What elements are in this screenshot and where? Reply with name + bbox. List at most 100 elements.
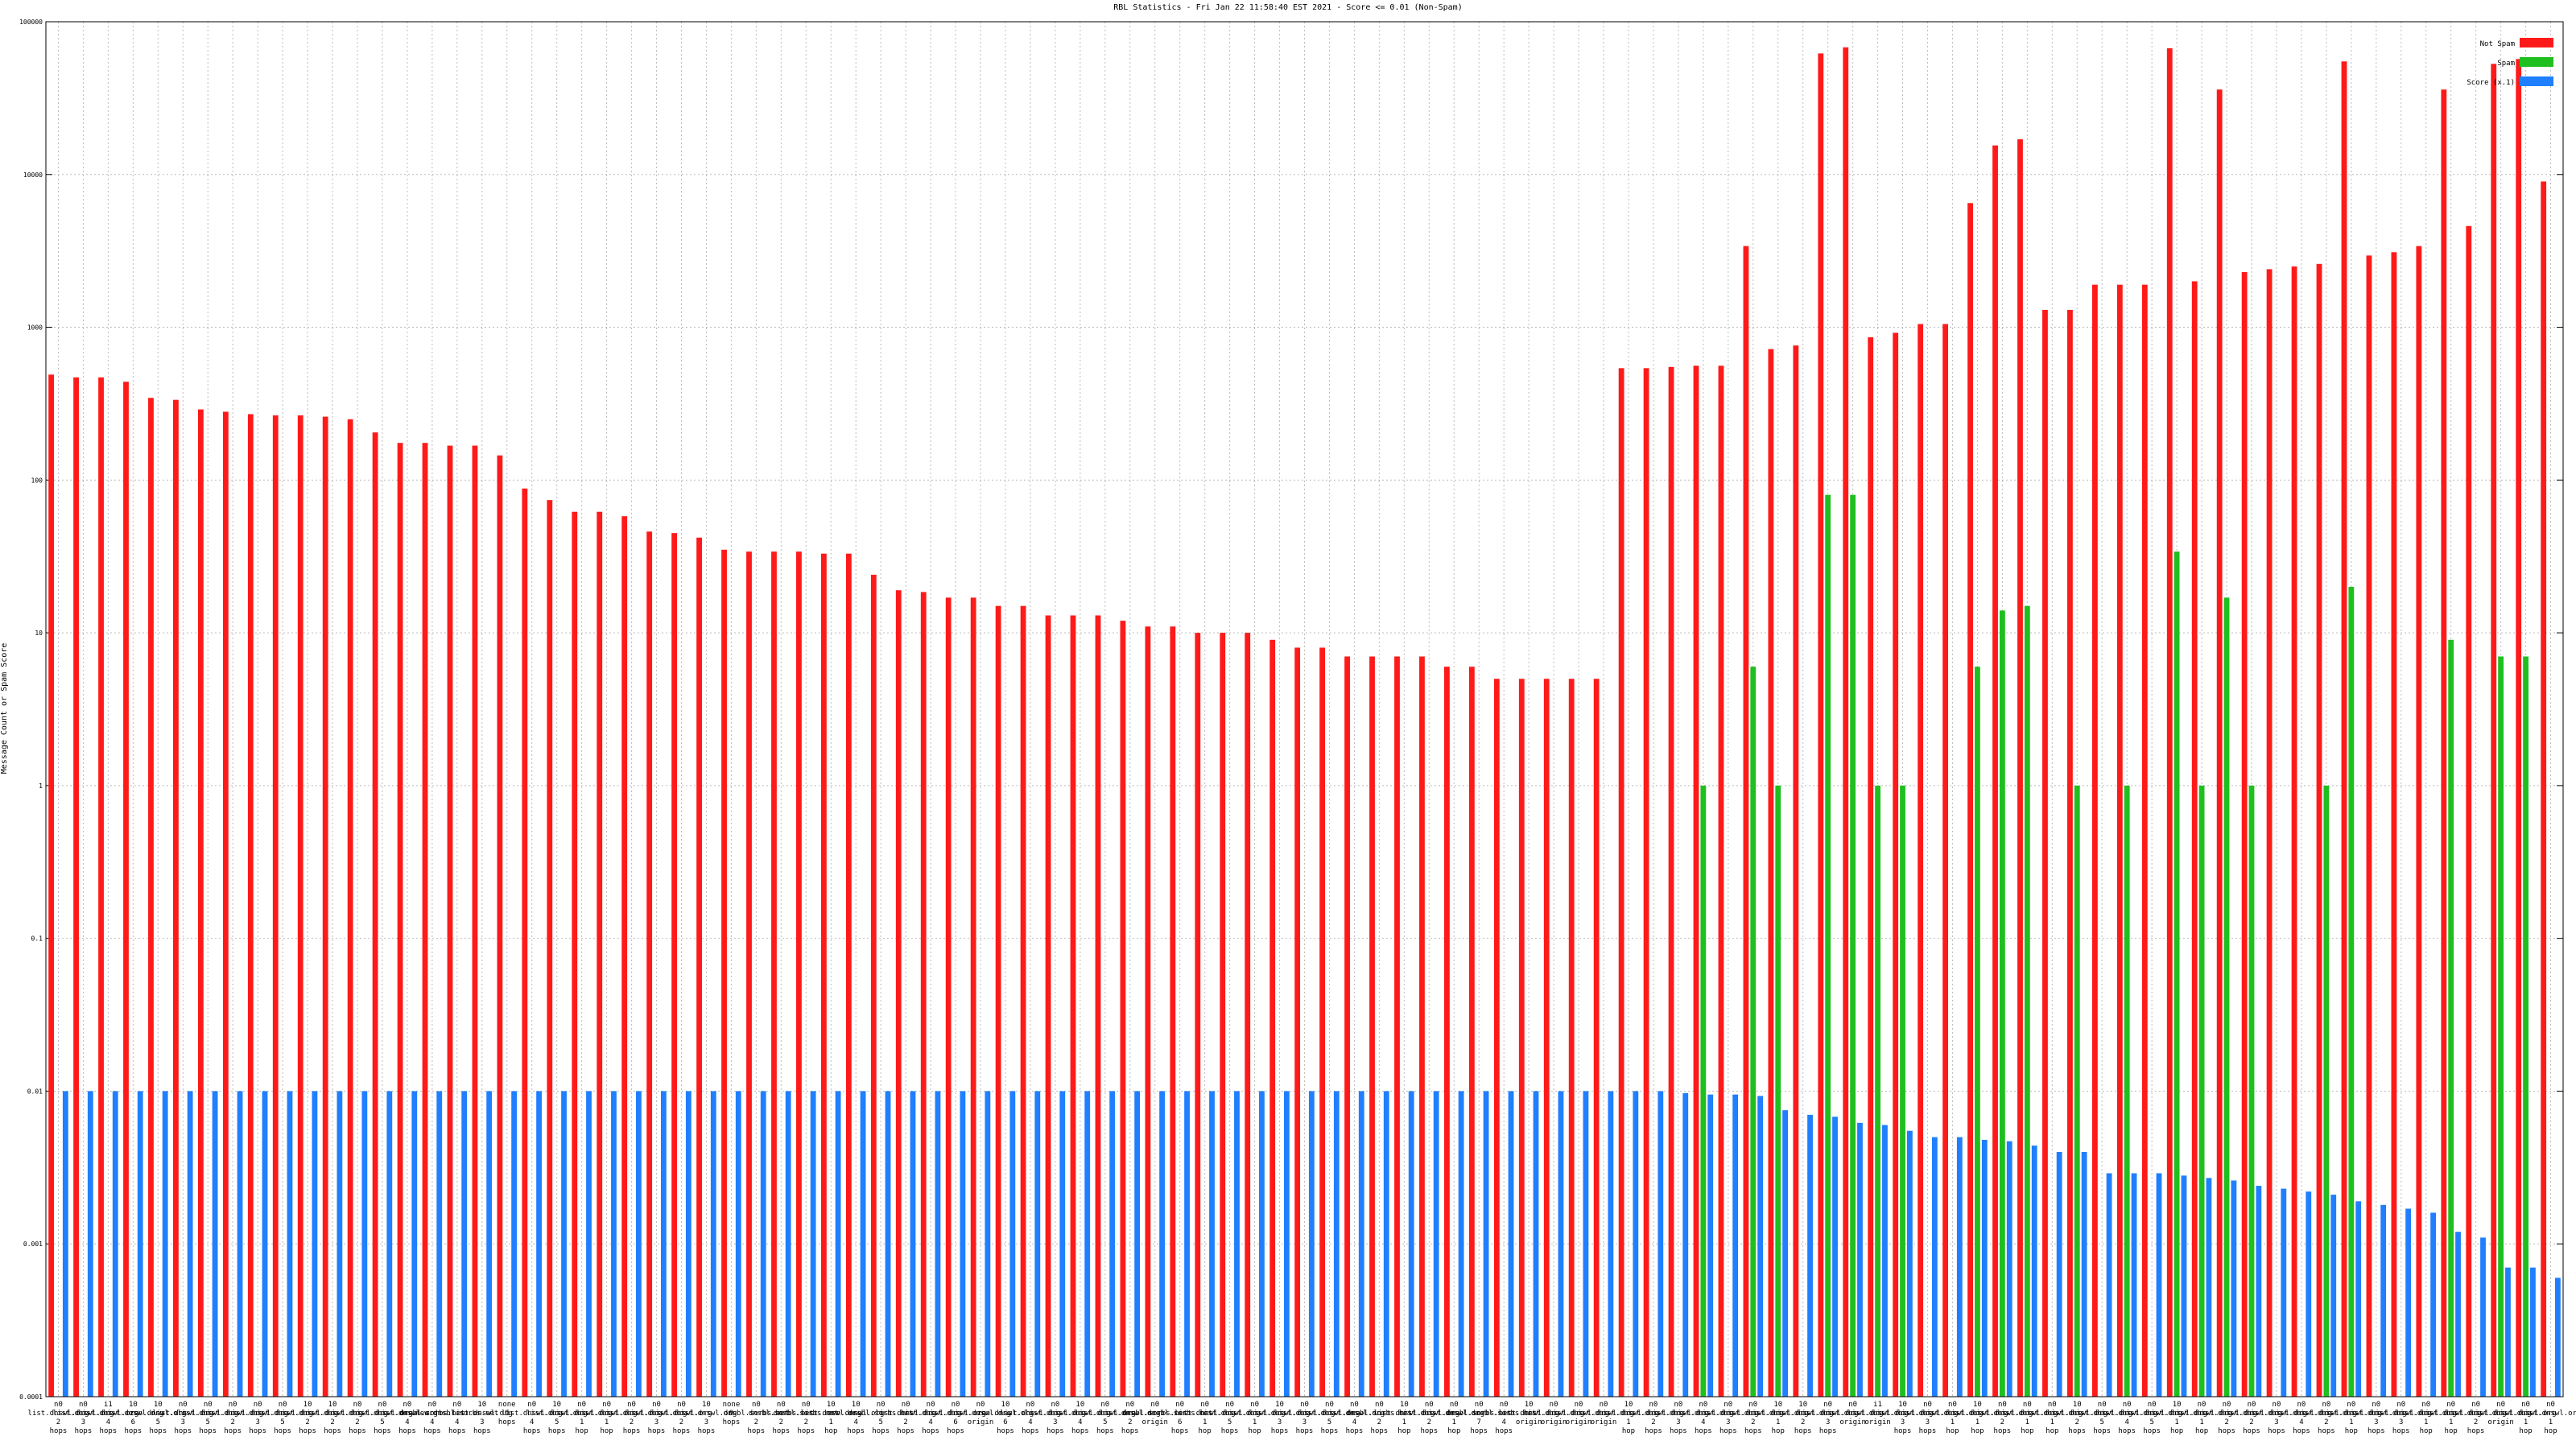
bar xyxy=(1308,1091,1315,1397)
x-tick-label: 10 list.dnswl.org 3 hops xyxy=(1249,1401,1311,1435)
bar xyxy=(222,411,229,1397)
x-tick-label: n0 list.dnswl.org 3 hops xyxy=(2371,1401,2432,1435)
bar xyxy=(2281,1188,2287,1397)
bar xyxy=(1433,1091,1439,1397)
bar xyxy=(272,415,279,1397)
bar xyxy=(1707,1094,1714,1397)
x-tick-label: n0 dnsbl.sorbs.net 4 hops xyxy=(1472,1401,1537,1435)
x-tick-label: n0 list.dnswl.org 1 hop xyxy=(1922,1401,1984,1435)
legend-swatch xyxy=(2520,76,2553,86)
bar xyxy=(187,1091,193,1397)
x-tick-label: n0 list.dnswl.org 1 hop xyxy=(1224,1401,1286,1435)
bar xyxy=(1775,785,1781,1397)
y-tick-label: 100 xyxy=(31,477,43,484)
x-tick-label: n0 new.dnsbl.sorbs.net 4 hops xyxy=(415,1401,498,1435)
bar xyxy=(1857,1122,1863,1397)
bar xyxy=(1493,679,1500,1397)
x-tick-label: n0 list.dnswl.org 1 hop xyxy=(2321,1401,2382,1435)
bar xyxy=(1807,1114,1813,1397)
bar xyxy=(2091,284,2098,1397)
bar xyxy=(1543,679,1550,1397)
bar xyxy=(1159,1091,1165,1397)
bar xyxy=(1850,494,1856,1397)
bar xyxy=(2541,181,2547,1397)
bar xyxy=(985,1091,991,1397)
bar xyxy=(870,574,877,1397)
bar xyxy=(935,1091,941,1397)
x-tick-label: n0 dnsbl.sorbs.net origin xyxy=(1122,1401,1187,1426)
x-tick-label: i1 list.dnswl.org origin xyxy=(1847,1401,1909,1426)
bar xyxy=(2306,1191,2312,1397)
bar xyxy=(1533,1091,1539,1397)
bar xyxy=(522,488,528,1397)
bar xyxy=(2056,1151,2062,1397)
x-tick-label: n0 dnsbl.sorbs.net 2 hops xyxy=(749,1401,814,1435)
bar xyxy=(1768,349,1774,1397)
bar xyxy=(1992,145,1998,1397)
bar xyxy=(2067,309,2073,1397)
bar xyxy=(835,1091,841,1397)
bar xyxy=(2006,1141,2013,1397)
bar xyxy=(1718,365,1724,1397)
bar xyxy=(2380,1204,2387,1397)
x-tick-label: none 9 hops xyxy=(498,1401,516,1426)
x-tick-label: n0 list.dnswl.org 5 hops xyxy=(1075,1401,1136,1435)
bar xyxy=(1918,324,1924,1397)
bar xyxy=(2480,1237,2486,1397)
bar xyxy=(1967,203,1973,1397)
x-tick-label: n0 dnsbl.sorbs.net 2 hops xyxy=(1347,1401,1412,1435)
bar xyxy=(1832,1117,1838,1397)
x-tick-label: n0 list.dnswl.org 4 hops xyxy=(1323,1401,1385,1435)
bar xyxy=(1568,679,1575,1397)
x-tick-label: n0 list.dnswl.org 3 hops xyxy=(2246,1401,2307,1435)
bar xyxy=(137,1091,143,1397)
bar xyxy=(1084,1091,1091,1397)
bar xyxy=(2166,48,2173,1397)
bar xyxy=(447,445,453,1397)
bar xyxy=(297,415,303,1397)
x-tick-label: n0 list.dnswl.org 2 hops xyxy=(2221,1401,2282,1435)
x-tick-label: 10 list.dnswl.org 3 hops xyxy=(676,1401,737,1435)
x-tick-label: 10 list.dnswl.org 1 hop xyxy=(2146,1401,2207,1435)
bar xyxy=(2505,1267,2511,1397)
bar xyxy=(422,443,428,1397)
bar xyxy=(1059,1091,1066,1397)
x-tick-label: n0 list.dnswl.org 3 hops xyxy=(626,1401,687,1435)
bar xyxy=(1483,1091,1489,1397)
x-tick-label: n0 list.dnswl.org 3 hops xyxy=(1897,1401,1959,1435)
x-tick-label: n0 list.dnswl.org 1 hop xyxy=(2171,1401,2232,1435)
x-tick-label: n0 list.dnswl.org 2 hops xyxy=(327,1401,388,1435)
bar xyxy=(721,549,727,1397)
bar xyxy=(2330,1195,2337,1397)
bar xyxy=(660,1091,667,1397)
bar xyxy=(1070,615,1076,1397)
bar xyxy=(2206,1178,2212,1397)
bar xyxy=(2348,586,2355,1397)
bar xyxy=(1700,785,1707,1397)
bar xyxy=(735,1091,741,1397)
bar xyxy=(2081,1151,2087,1397)
bar xyxy=(2291,266,2297,1397)
bar xyxy=(1732,1094,1739,1397)
bar xyxy=(1034,1091,1041,1397)
bar xyxy=(2106,1173,2112,1397)
bar xyxy=(73,377,79,1397)
bar xyxy=(2198,785,2205,1397)
x-tick-label: n0 list.dnswl.org 4 hops xyxy=(377,1401,438,1435)
bar xyxy=(771,551,777,1397)
bar xyxy=(1045,615,1051,1397)
x-tick-label: n0 list.dnswl.org 4 hops xyxy=(2271,1401,2332,1435)
x-tick-label: 10 zen.dnswl.org 5 hops xyxy=(130,1401,186,1435)
x-tick-label: n0 list.dnswl.org 1 hop xyxy=(2496,1401,2557,1435)
bar xyxy=(2355,1201,2362,1397)
x-tick-label: n0 list.dnswl.org 2 hops xyxy=(1398,1401,1459,1435)
x-tick-label: 10 list.dnswl.org 1 hop xyxy=(1598,1401,1659,1435)
bar xyxy=(1120,621,1126,1397)
bar xyxy=(2523,656,2529,1397)
x-tick-label: 10 list.dnswl.org 1 hop xyxy=(800,1401,861,1435)
bar xyxy=(1245,633,1251,1397)
bar xyxy=(98,377,104,1397)
x-tick-label: n0 list.dnswl.org 2 hops xyxy=(202,1401,263,1435)
bar xyxy=(845,553,852,1397)
